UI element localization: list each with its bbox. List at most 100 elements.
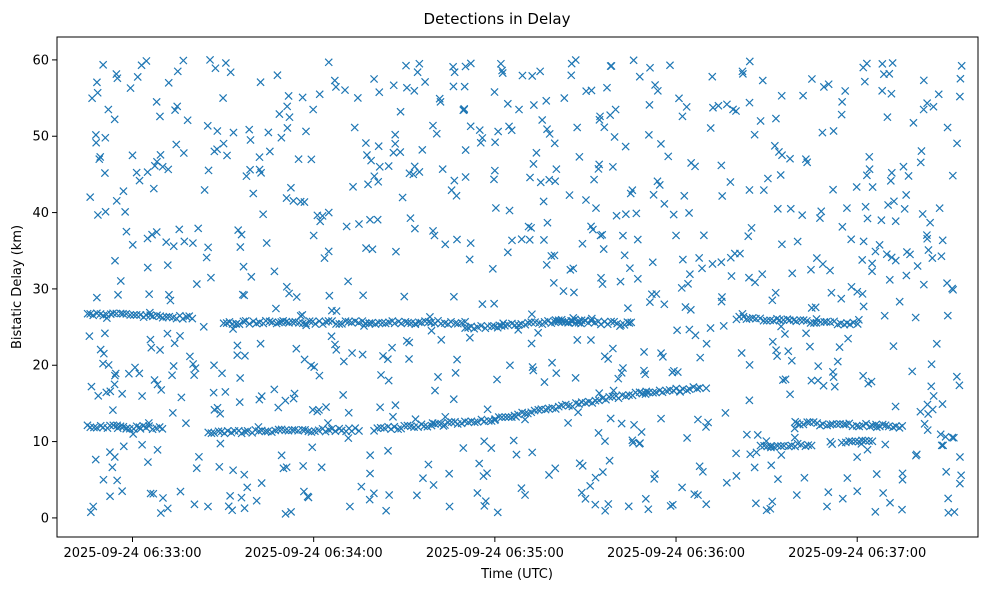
data-point [113,290,123,299]
data-point [242,172,251,181]
data-point [301,127,310,136]
data-point [644,505,653,514]
data-point [487,444,496,453]
data-point [878,420,887,429]
data-point [129,310,138,320]
data-point [950,508,959,517]
data-point [573,123,582,132]
data-point [122,424,131,433]
data-point [847,437,856,446]
data-point [695,253,704,262]
data-point [449,62,458,71]
data-point [859,237,868,246]
data-point [911,313,920,322]
data-point [865,436,874,445]
data-point [849,318,858,327]
data-point [763,174,772,183]
data-point [427,326,436,335]
data-point [169,242,178,251]
data-point [645,298,654,307]
data-point [726,178,735,187]
data-point [478,300,487,309]
data-point [292,293,301,302]
data-point [802,316,811,325]
data-point [86,508,95,517]
data-point [889,197,898,206]
data-point [449,292,458,301]
data-point [683,433,692,442]
data-point [852,421,861,430]
data-point [759,316,768,325]
data-point [330,340,340,349]
data-point [551,464,560,473]
data-point [738,69,747,78]
data-point [651,388,660,397]
data-point [953,139,962,148]
data-point [861,436,870,445]
data-point [116,276,125,285]
data-point [429,480,438,490]
data-point [955,92,964,101]
data-point [549,278,558,287]
data-point [382,506,391,515]
data-point [112,196,121,205]
data-point [192,280,201,289]
data-point [650,474,659,483]
data-point [816,317,825,327]
data-point [489,175,498,184]
data-point [809,318,818,328]
data-point [99,60,108,69]
data-point [138,440,147,449]
data-point [826,437,835,446]
data-point [784,442,793,451]
data-point [451,368,460,377]
data-point [937,441,946,450]
data-point [93,210,102,219]
data-point [752,448,761,457]
data-point [807,74,816,84]
data-point [487,322,496,331]
data-point [552,369,561,378]
data-point [265,147,274,156]
data-point [860,77,869,86]
data-point [327,424,336,433]
data-point [304,493,313,502]
data-point [162,238,171,247]
data-point [414,318,423,327]
data-point [192,464,201,473]
data-point [450,176,459,185]
data-point [384,446,393,455]
data-point [494,127,503,136]
data-point [678,255,687,264]
data-point [283,123,292,132]
data-point [527,339,536,348]
data-point [171,106,180,115]
data-point [289,196,298,205]
data-point [365,495,374,504]
data-point [434,419,443,428]
data-point [311,319,320,328]
data-point [177,393,186,402]
data-point [649,388,658,397]
data-point [315,371,324,380]
data-point [521,409,530,418]
data-point [895,297,904,306]
data-point [588,225,597,234]
data-point [824,80,833,89]
data-point [236,243,245,252]
data-point [812,315,821,324]
data-point [173,102,182,111]
data-point [564,418,573,427]
data-point [638,389,647,398]
data-point [732,471,741,480]
data-point [798,211,807,220]
data-point [815,214,824,223]
data-point [573,335,582,344]
data-point [695,383,704,392]
data-point [858,255,867,264]
data-point [698,467,707,476]
data-point [194,224,203,233]
data-point [942,467,951,476]
data-point [807,376,816,385]
